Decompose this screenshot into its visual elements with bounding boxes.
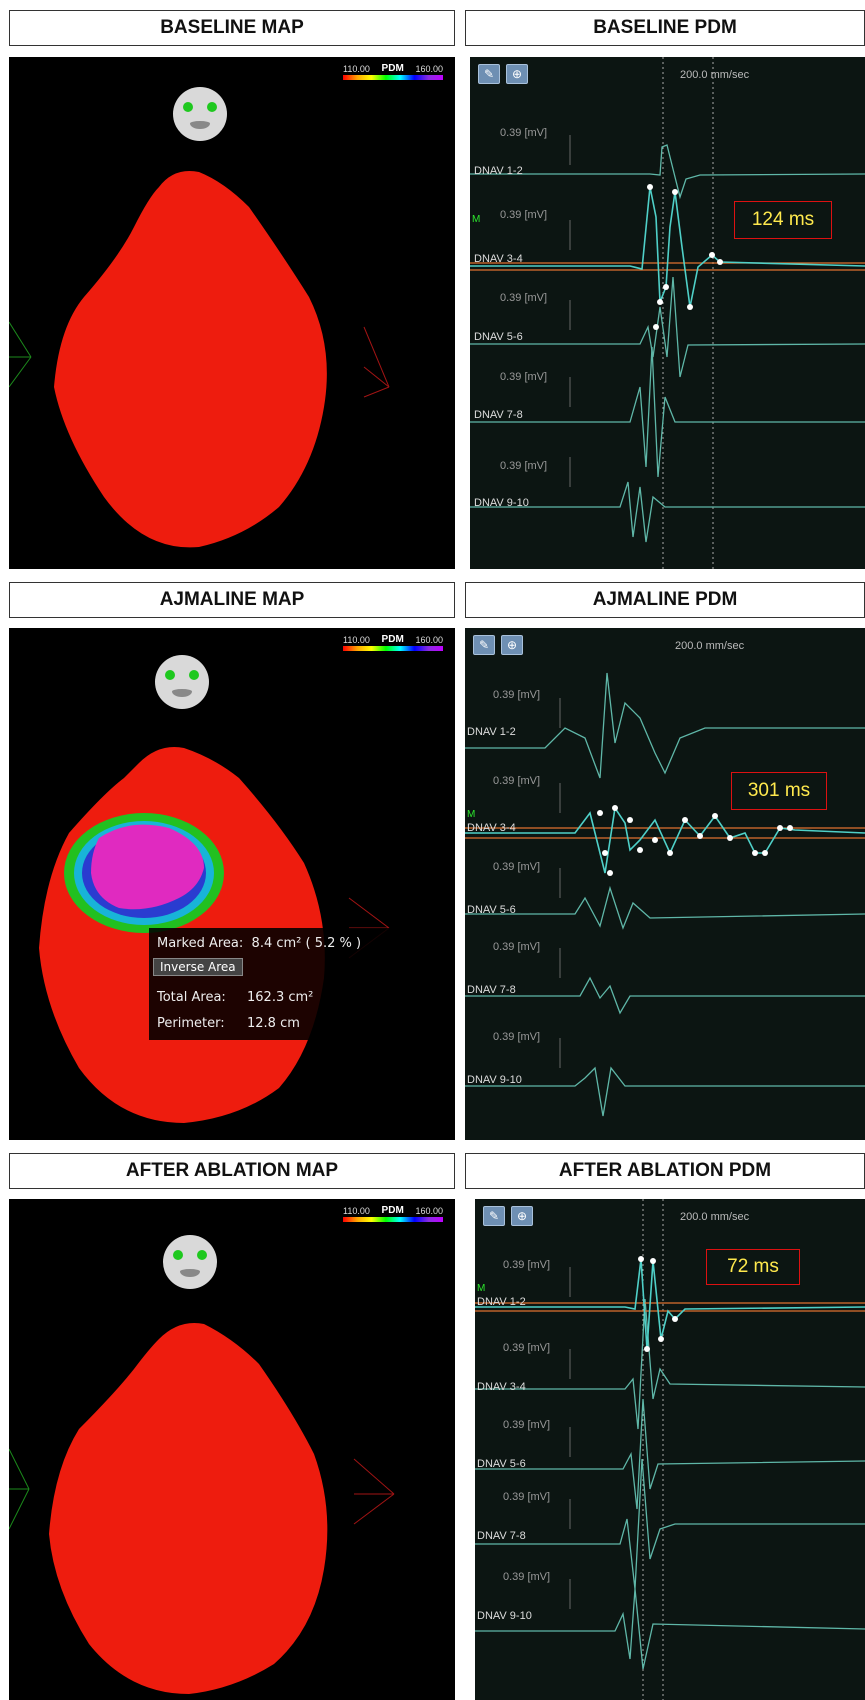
heart-map-baseline[interactable] <box>9 57 455 569</box>
tool-icon[interactable]: ✎ <box>478 64 500 84</box>
after-ablation-pdm-title: AFTER ABLATION PDM <box>465 1153 865 1189</box>
lead-amp: 0.39 [mV] <box>500 460 548 472</box>
lead-amp: 0.39 [mV] <box>493 1031 541 1043</box>
sweep-speed: 200.0 mm/sec <box>680 1211 750 1223</box>
lead-name: DNAV 5-6 <box>477 1458 526 1470</box>
lead-name: DNAV 1-2 <box>477 1296 526 1308</box>
lead-amp: 0.39 [mV] <box>493 941 541 953</box>
baseline-pdm-title: BASELINE PDM <box>465 10 865 46</box>
lead-amp: 0.39 [mV] <box>503 1342 551 1354</box>
pdm-color-scale: 110.00 PDM 160.00 <box>343 63 443 80</box>
lead-amp: 0.39 [mV] <box>503 1491 551 1503</box>
after-ablation-egm-traces <box>475 1199 865 1700</box>
duration-box: 301 ms <box>731 772 827 810</box>
face-orientation-icon[interactable] <box>163 1235 217 1289</box>
m-marker: M <box>467 809 476 820</box>
heart-map-after-ablation[interactable] <box>9 1199 455 1700</box>
ajmaline-map-panel[interactable]: 110.00 PDM 160.00 Marked Area: 8.4 cm² ( 5… <box>9 628 455 1140</box>
lead-name: DNAV 5-6 <box>474 331 523 343</box>
lead-name: DNAV 3-4 <box>467 822 516 834</box>
lead-name: DNAV 1-2 <box>467 726 516 738</box>
lead-amp: 0.39 [mV] <box>503 1571 551 1583</box>
baseline-egm-traces <box>470 57 865 569</box>
lead-name: DNAV 5-6 <box>467 904 516 916</box>
area-info-box: Marked Area: 8.4 cm² ( 5.2 % ) Inverse A… <box>149 928 455 1040</box>
face-orientation-icon[interactable] <box>173 87 227 141</box>
after-ablation-map-title: AFTER ABLATION MAP <box>9 1153 455 1189</box>
m-marker: M <box>477 1283 486 1294</box>
tool-icon[interactable]: ✎ <box>483 1206 505 1226</box>
lead-name: DNAV 7-8 <box>477 1530 526 1542</box>
inverse-area-button[interactable]: Inverse Area <box>153 958 243 976</box>
lead-amp: 0.39 [mV] <box>493 689 541 701</box>
lead-name: DNAV 9-10 <box>474 497 529 509</box>
after-ablation-map-panel[interactable]: 110.00 PDM 160.00 <box>9 1199 455 1700</box>
lead-amp: 0.39 [mV] <box>493 861 541 873</box>
lead-amp: 0.39 [mV] <box>503 1259 551 1271</box>
lead-name: DNAV 1-2 <box>474 165 523 177</box>
ajmaline-egm-traces <box>465 672 865 1117</box>
lead-name: DNAV 9-10 <box>467 1074 522 1086</box>
lead-name: DNAV 9-10 <box>477 1610 532 1622</box>
lead-name: DNAV 7-8 <box>467 984 516 996</box>
pdm-color-scale: 110.00 PDM 160.00 <box>343 1205 443 1222</box>
baseline-pdm-panel[interactable]: ✎ ⊕ 200.0 mm/sec M 0.39 [mV] DNAV 1-2 0.3… <box>470 57 865 569</box>
sweep-speed: 200.0 mm/sec <box>675 640 745 652</box>
m-marker: M <box>472 214 481 225</box>
pdm-color-scale: 110.00 PDM 160.00 <box>343 634 443 651</box>
zoom-icon[interactable]: ⊕ <box>501 635 523 655</box>
face-orientation-icon[interactable] <box>155 655 209 709</box>
zoom-icon[interactable]: ⊕ <box>506 64 528 84</box>
after-ablation-pdm-panel[interactable]: ✎ ⊕ 200.0 mm/sec M 0.39 [mV] DNAV 1-2 0.3… <box>475 1199 865 1700</box>
ajmaline-map-title: AJMALINE MAP <box>9 582 455 618</box>
duration-box: 72 ms <box>706 1249 800 1285</box>
lead-amp: 0.39 [mV] <box>500 371 548 383</box>
lead-amp: 0.39 [mV] <box>503 1419 551 1431</box>
ajmaline-pdm-title: AJMALINE PDM <box>465 582 865 618</box>
lead-amp: 0.39 [mV] <box>500 209 548 221</box>
lead-amp: 0.39 [mV] <box>500 127 548 139</box>
lead-amp: 0.39 [mV] <box>493 775 541 787</box>
lead-name: DNAV 3-4 <box>477 1381 526 1393</box>
heart-map-ajmaline[interactable] <box>9 628 455 1140</box>
sweep-speed: 200.0 mm/sec <box>680 69 750 81</box>
baseline-map-panel[interactable]: 110.00 PDM 160.00 <box>9 57 455 569</box>
lead-name: DNAV 7-8 <box>474 409 523 421</box>
lead-amp: 0.39 [mV] <box>500 292 548 304</box>
duration-box: 124 ms <box>734 201 832 239</box>
ajmaline-pdm-panel[interactable]: ✎ ⊕ 200.0 mm/sec M 0.39 [mV] DNAV 1-2 0.3… <box>465 628 865 1140</box>
tool-icon[interactable]: ✎ <box>473 635 495 655</box>
lead-name: DNAV 3-4 <box>474 253 523 265</box>
zoom-icon[interactable]: ⊕ <box>511 1206 533 1226</box>
baseline-map-title: BASELINE MAP <box>9 10 455 46</box>
